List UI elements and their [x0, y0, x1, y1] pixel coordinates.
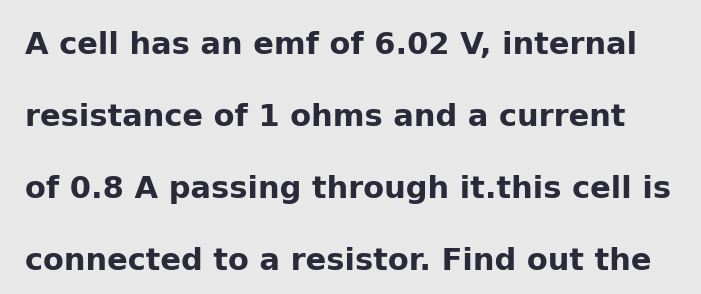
Text: A cell has an emf of 6.02 V, internal: A cell has an emf of 6.02 V, internal — [25, 31, 637, 60]
Text: connected to a resistor. Find out the: connected to a resistor. Find out the — [25, 247, 651, 276]
Text: of 0.8 A passing through it.this cell is: of 0.8 A passing through it.this cell is — [25, 175, 671, 204]
Text: resistance of 1 ohms and a current: resistance of 1 ohms and a current — [25, 103, 625, 132]
